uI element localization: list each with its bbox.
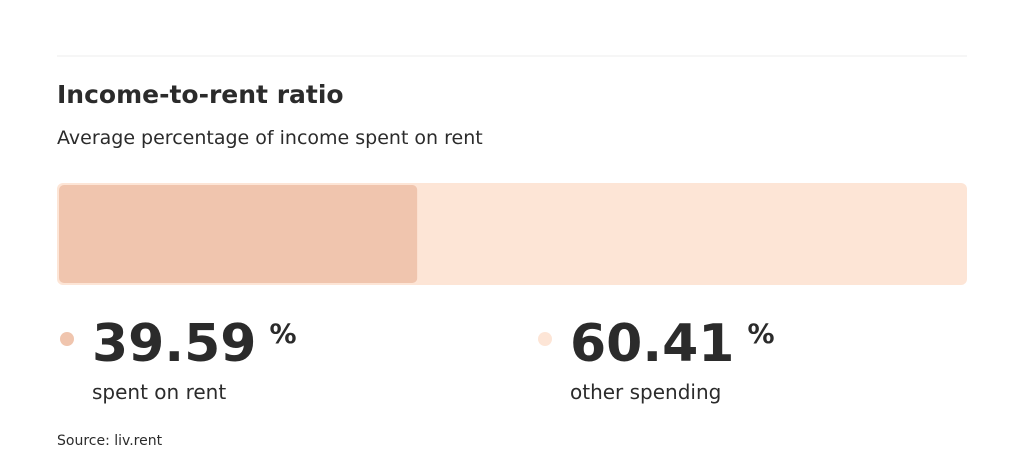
chart-title: Income-to-rent ratio <box>57 80 344 109</box>
unit-label: % <box>269 319 296 350</box>
bar-segment <box>417 185 965 283</box>
source: Source: liv.rent <box>57 433 163 449</box>
legend-label: spent on rent <box>92 380 226 404</box>
value-label: 60.41 <box>570 314 734 374</box>
legend-dot <box>60 332 74 346</box>
legend-label: other spending <box>570 380 721 404</box>
value-label: 39.59 <box>92 314 256 374</box>
bar-segment <box>59 185 418 283</box>
unit-label: % <box>747 319 774 350</box>
chart-subtitle: Average percentage of income spent on re… <box>57 127 483 149</box>
legend-dot <box>538 332 552 346</box>
